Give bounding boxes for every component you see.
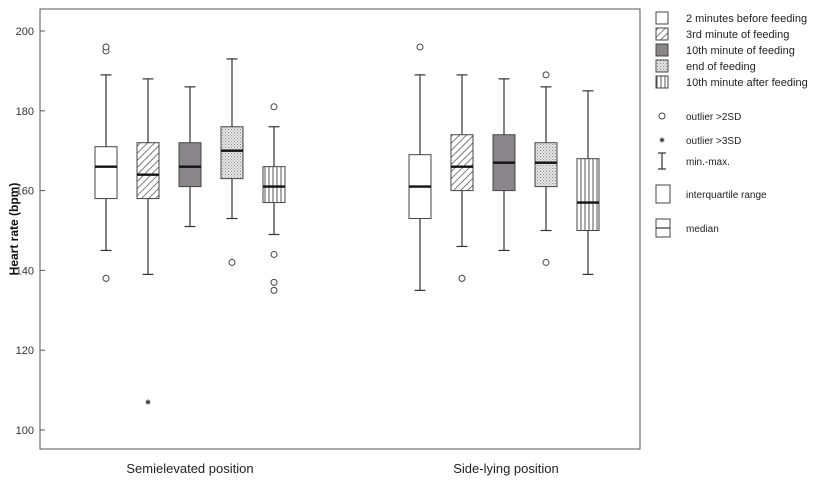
iqr-box	[94, 146, 118, 200]
outlier-point	[102, 274, 110, 282]
outlier-point	[270, 250, 278, 258]
y-tick-label: 140	[16, 265, 34, 277]
legend-swatch	[655, 43, 669, 57]
legend-swatch	[655, 27, 669, 41]
legend-key-label: outlier >3SD	[686, 136, 741, 147]
box-side-lying-0	[408, 43, 432, 291]
legend-swatch	[655, 75, 669, 89]
box-semielevated-0	[94, 43, 118, 282]
outlier-point	[102, 43, 110, 51]
outlier-point	[270, 278, 278, 286]
iqr-box	[178, 142, 202, 188]
legend-label: end of feeding	[686, 61, 756, 73]
extreme-point	[145, 399, 151, 405]
outlier-point	[416, 43, 424, 51]
legend-label: 10th minute of feeding	[686, 45, 795, 57]
outlier-point	[542, 258, 550, 266]
legend-key-label: median	[686, 224, 719, 235]
legend-label: 2 minutes before feeding	[686, 13, 807, 25]
iqr-box	[220, 126, 244, 180]
category-label-side-lying: Side-lying position	[453, 461, 559, 476]
legend: 2 minutes before feeding 3rd minute of fe…	[655, 11, 808, 238]
iqr-box	[534, 142, 558, 188]
box-semielevated-1	[136, 78, 160, 405]
legend-key-label: min.-max.	[686, 157, 730, 168]
y-axis-title: Heart rate (bpm)	[7, 183, 21, 276]
iqr-box	[262, 166, 286, 204]
outlier-point	[542, 71, 550, 79]
legend-key-label: outlier >2SD	[686, 112, 741, 123]
box-side-lying-4	[576, 90, 600, 275]
legend-swatch	[655, 11, 669, 25]
box-semielevated-3	[220, 58, 244, 266]
plot-frame	[39, 8, 641, 450]
iqr-box	[136, 142, 160, 200]
outlier-point	[270, 103, 278, 111]
legend-swatch	[655, 59, 669, 73]
box-side-lying-3	[534, 71, 558, 266]
box-side-lying-1	[450, 74, 474, 282]
legend-box-symbol	[655, 184, 671, 204]
legend-outlier-symbol	[658, 112, 666, 120]
legend-label: 3rd minute of feeding	[686, 29, 789, 41]
y-axis: 100 120 140 160 180 200	[16, 26, 45, 437]
legend-key-label: interquartile range	[686, 190, 767, 201]
y-tick-label: 120	[16, 345, 34, 357]
legend-extreme-symbol	[659, 137, 665, 143]
box-plot-marks	[94, 43, 600, 405]
legend-label: 10th minute after feeding	[686, 77, 808, 89]
y-tick-label: 180	[16, 106, 34, 118]
y-tick-label: 100	[16, 425, 34, 437]
box-side-lying-2	[492, 78, 516, 252]
iqr-box	[450, 134, 474, 192]
y-tick-label: 200	[16, 26, 34, 38]
box-semielevated-2	[178, 86, 202, 228]
outlier-point	[270, 286, 278, 294]
category-label-semielevated: Semielevated position	[126, 461, 253, 476]
outlier-point	[228, 258, 236, 266]
y-tick-label: 160	[16, 186, 34, 198]
iqr-box	[576, 158, 600, 231]
box-semielevated-4	[262, 103, 286, 294]
outlier-point	[458, 274, 466, 282]
